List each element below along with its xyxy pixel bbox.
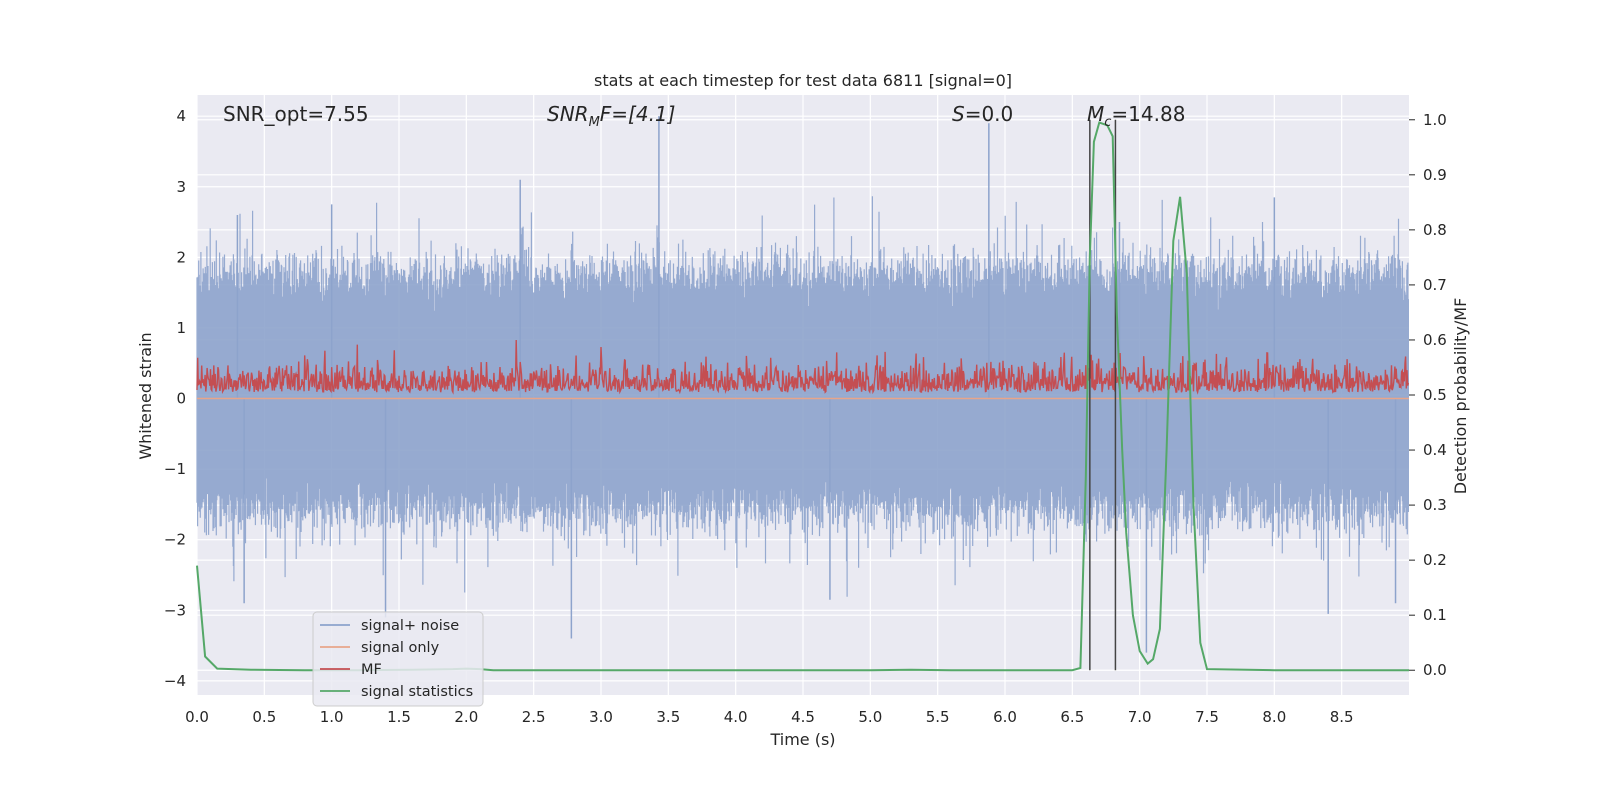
y-axis-ticks: 4 3 2 1 0 −1 −2 −3 −4 (164, 107, 186, 690)
x-tick-label: 1.0 (320, 708, 344, 726)
x-tick-label: 7.0 (1128, 708, 1152, 726)
legend-label-signal-noise: signal+ noise (361, 618, 459, 634)
x-tick-label: 7.5 (1195, 708, 1219, 726)
y-tick-label: 0 (176, 390, 186, 408)
signal-noise-series (196, 116, 1409, 653)
y-tick-label: −1 (164, 460, 186, 478)
y-right-tick-label: 0.5 (1423, 386, 1447, 404)
snr-opt-annotation: SNR_opt=7.55 (223, 102, 369, 126)
y-right-tick-label: 0.0 (1423, 661, 1447, 679)
snr-mf-annotation: SNRMF=[4.1] (547, 102, 675, 130)
y-tick-label: 4 (176, 107, 186, 125)
y-tick-label: −3 (164, 601, 186, 619)
chart-title: stats at each timestep for test data 681… (594, 71, 1012, 90)
mf-trace (196, 339, 1409, 395)
s-annotation: S=0.0 (952, 102, 1013, 126)
y-right-tick-label: 0.7 (1423, 276, 1447, 294)
legend-box (312, 611, 484, 707)
y-tick-label: 2 (176, 248, 186, 266)
x-tick-label: 4.0 (724, 708, 748, 726)
x-axis-ticks: 0.0 0.5 1.0 1.5 2.0 2.5 3.0 3.5 4.0 4.5 5.0 5.5 6.0 6… (185, 708, 1354, 726)
x-tick-label: 3.0 (589, 708, 613, 726)
y-right-tick-label: 0.9 (1423, 166, 1447, 184)
mf-series (196, 339, 1409, 395)
x-tick-label: 0.0 (185, 708, 209, 726)
y-tick-label: −2 (164, 531, 186, 549)
y-right-tick-label: 0.3 (1423, 496, 1447, 514)
x-tick-label: 2.5 (522, 708, 546, 726)
x-tick-label: 6.0 (993, 708, 1017, 726)
x-axis-label: Time (s) (769, 730, 835, 749)
x-tick-label: 0.5 (252, 708, 276, 726)
y-right-tick-label: 0.2 (1423, 551, 1447, 569)
x-tick-label: 6.5 (1060, 708, 1084, 726)
y-tick-label: 1 (176, 319, 186, 337)
y-axis-label: Whitened strain (136, 332, 155, 459)
y-right-axis-label: Detection probability/MF (1451, 298, 1470, 495)
x-tick-label: 5.5 (926, 708, 950, 726)
x-tick-label: 3.5 (656, 708, 680, 726)
y-tick-label: 3 (176, 178, 186, 196)
mc-annotation: Mc=14.88 (1087, 102, 1185, 130)
y-tick-label: −4 (164, 672, 186, 690)
y-right-tick-label: 1.0 (1423, 111, 1447, 129)
legend-label-signal-only: signal only (361, 640, 440, 656)
y-right-tick-label: 0.6 (1423, 331, 1447, 349)
y-right-tick-label: 0.8 (1423, 221, 1447, 239)
x-tick-label: 4.5 (791, 708, 815, 726)
legend-label-mf: MF (361, 662, 382, 678)
x-tick-label: 8.0 (1262, 708, 1286, 726)
y-right-axis-ticks: 1.0 0.9 0.8 0.7 0.6 0.5 0.4 0.3 0.2 0.1 0.0 (1409, 111, 1447, 679)
x-tick-label: 1.5 (387, 708, 411, 726)
y-right-tick-label: 0.4 (1423, 441, 1447, 459)
legend-label-signal-statistics: signal statistics (361, 684, 473, 700)
y-right-tick-label: 0.1 (1423, 606, 1447, 624)
x-tick-label: 5.0 (858, 708, 882, 726)
legend: signal+ noise signal only MF signal stat… (312, 611, 484, 707)
x-tick-label: 8.5 (1330, 708, 1354, 726)
x-tick-label: 2.0 (454, 708, 478, 726)
